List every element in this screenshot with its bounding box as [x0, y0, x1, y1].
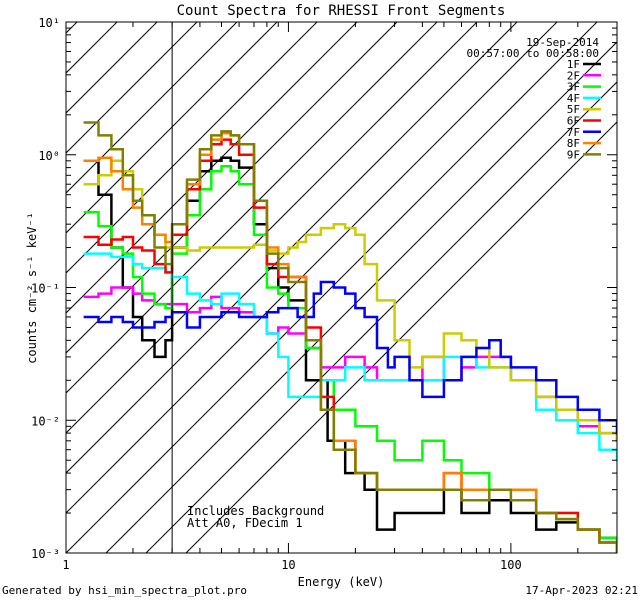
footer-generated-by: Generated by hsi_min_spectra_plot.pro: [2, 584, 247, 597]
legend-label: 8F: [567, 137, 580, 150]
series-3F: [83, 164, 617, 549]
time-range-text: 00:57:00 to 00:58:00: [467, 47, 599, 60]
y-tick-label: 10⁰: [38, 149, 60, 163]
series-9F: [83, 121, 617, 553]
hatch-line: [145, 81, 617, 553]
x-tick-label: 1: [62, 558, 69, 572]
hatch-line: [66, 22, 318, 274]
hatch-line: [66, 22, 478, 434]
hatch-line: [66, 22, 598, 553]
hatch-line: [66, 22, 158, 114]
hatch-line: [66, 22, 558, 514]
legend-label: 6F: [567, 115, 580, 128]
hatch-line: [66, 22, 198, 154]
hatch-line: [185, 121, 617, 553]
series-8F: [83, 132, 617, 553]
x-tick-label: 100: [500, 558, 522, 572]
hatch-line: [66, 22, 358, 314]
y-tick-label: 10⁻²: [31, 414, 60, 428]
series-layer: [83, 121, 617, 553]
hatch-line: [66, 22, 518, 474]
y-tick-label: 10⁻³: [31, 547, 60, 561]
y-tick-label: 10¹: [38, 16, 60, 30]
legend-label: 1F: [567, 58, 580, 71]
date-text: 19-Sep-2014: [526, 36, 599, 49]
legend-label: 2F: [567, 69, 580, 82]
x-tick-label: 10: [281, 558, 295, 572]
hatch-line: [66, 22, 238, 194]
y-tick-label: 10⁻¹: [31, 282, 60, 296]
y-axis-label: counts cm⁻² s⁻¹ keV⁻¹: [25, 212, 39, 364]
legend-label: 4F: [567, 92, 580, 105]
annotation-background: Includes Background: [187, 504, 324, 518]
legend-label: 9F: [567, 148, 580, 161]
legend-label: 3F: [567, 81, 580, 94]
legend-label: 7F: [567, 126, 580, 139]
annotation-attenuator: Att A0, FDecim 1: [187, 516, 303, 530]
series-7F: [83, 280, 617, 435]
x-axis-label: Energy (keV): [298, 575, 385, 589]
axis-ticks: 1 10 100 10⁻³ 10⁻² 10⁻¹ 10⁰ 10¹: [31, 16, 618, 572]
legend-label: 5F: [567, 103, 580, 116]
footer-timestamp: 17-Apr-2023 02:21: [525, 584, 638, 597]
hatch-line: [66, 22, 278, 234]
chart-title: Count Spectra for RHESSI Front Segments: [177, 3, 506, 19]
hatch-line: [105, 41, 617, 553]
